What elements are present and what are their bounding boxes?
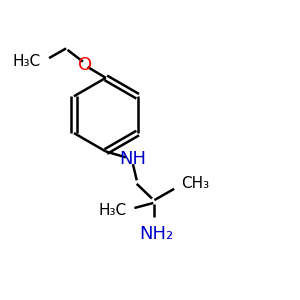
Text: O: O (78, 56, 92, 74)
Text: NH: NH (119, 150, 146, 168)
Text: NH₂: NH₂ (140, 225, 174, 243)
Text: H₃C: H₃C (98, 203, 126, 218)
Text: H₃C: H₃C (13, 54, 41, 69)
Text: CH₃: CH₃ (181, 176, 209, 191)
